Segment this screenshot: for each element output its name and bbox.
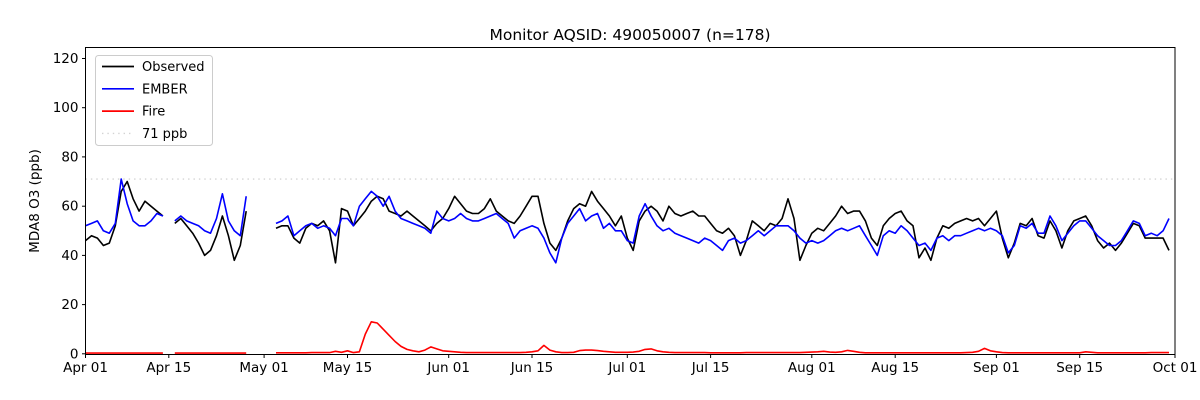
- ember-legend-label: EMBER: [142, 82, 188, 97]
- y-tick-label: 120: [53, 51, 79, 67]
- x-tick-label: Jun 01: [426, 360, 470, 376]
- fire-line: [276, 320, 1169, 354]
- plot-border: [85, 47, 1176, 355]
- observed-legend-label: Observed: [142, 60, 205, 75]
- observed-line: [84, 180, 164, 247]
- x-tick-label: Aug 01: [788, 360, 836, 376]
- observed-line: [174, 210, 247, 262]
- y-tick-label: 80: [61, 149, 78, 165]
- fire-legend-label: Fire: [142, 105, 165, 120]
- y-axis-label: MDA8 O3 (ppb): [27, 149, 43, 253]
- x-tick-label: May 15: [323, 360, 372, 376]
- y-tick-label: 60: [61, 199, 78, 215]
- observed-line: [275, 190, 1170, 264]
- x-tick-label: Oct 01: [1153, 360, 1198, 376]
- x-tick-label: Jul 01: [607, 360, 646, 376]
- ember-line: [174, 193, 247, 237]
- x-tick-label: Jun 15: [510, 360, 554, 376]
- ember-line: [85, 178, 164, 234]
- x-tick-label: Aug 15: [871, 360, 919, 376]
- ember-line: [275, 190, 1170, 264]
- x-tick-label: May 01: [239, 360, 288, 376]
- legend-box: [95, 55, 213, 146]
- y-tick-label: 100: [53, 100, 79, 116]
- x-tick-label: Apr 15: [146, 360, 191, 376]
- chart-title: Monitor AQSID: 490050007 (n=178): [489, 26, 770, 44]
- x-tick-label: Sep 15: [1056, 360, 1103, 376]
- x-tick-label: Sep 01: [973, 360, 1020, 376]
- x-tick-label: Jul 15: [691, 360, 730, 376]
- x-tick-label: Apr 01: [63, 360, 108, 376]
- y-tick-label: 0: [70, 346, 79, 362]
- y-tick-label: 40: [61, 248, 78, 264]
- threshold-legend-label: 71 ppb: [142, 127, 187, 142]
- plot-layers: 0 20 40 60 80 100 120 Apr 01 Apr 15 May 01 May 15 J…: [53, 47, 1198, 376]
- y-tick-label: 20: [61, 297, 78, 313]
